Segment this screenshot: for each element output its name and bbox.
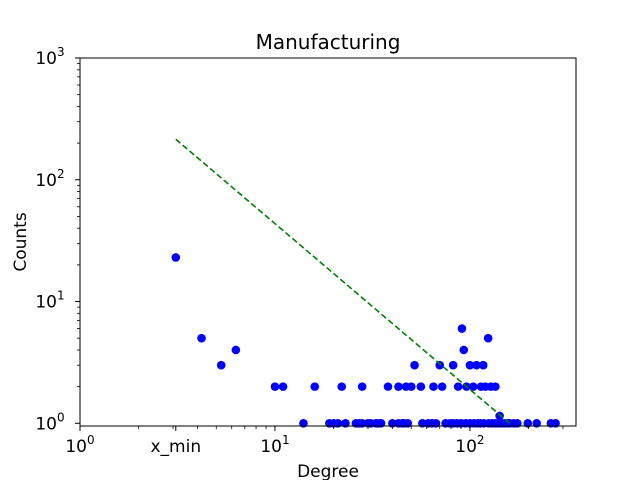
data-point	[459, 345, 469, 355]
y-tick-label: 100	[35, 410, 64, 434]
data-point	[171, 253, 181, 262]
data-point	[357, 382, 367, 391]
data-point	[270, 382, 280, 391]
data-point	[376, 418, 386, 428]
y-tick-label: 102	[35, 167, 64, 191]
data-point	[491, 382, 500, 391]
data-point	[403, 418, 413, 428]
data-point	[495, 411, 504, 421]
data-point	[435, 360, 445, 370]
chart-title: Manufacturing	[256, 30, 401, 54]
data-point	[472, 360, 481, 370]
data-point	[457, 324, 467, 333]
y-axis-label: Counts	[11, 212, 31, 271]
x-tick-label: 100	[65, 433, 94, 457]
data-point	[551, 418, 560, 428]
fit-line	[175, 138, 511, 424]
data-point	[483, 333, 493, 343]
data-point	[453, 382, 463, 391]
data-point	[383, 382, 393, 391]
x-axis-label: Degree	[297, 462, 359, 480]
data-point	[468, 382, 478, 391]
data-point	[231, 345, 241, 355]
data-point	[310, 382, 320, 391]
data-point	[532, 418, 541, 428]
data-point	[299, 418, 308, 428]
x-min-tick-label: x_min	[150, 437, 201, 457]
y-tick-label: 101	[35, 289, 64, 313]
y-tick-label: 103	[35, 45, 64, 69]
data-point	[406, 382, 416, 391]
plot-frame	[79, 57, 577, 427]
data-point	[448, 360, 458, 370]
data-point	[394, 382, 403, 391]
plot-area	[171, 138, 560, 428]
data-point	[337, 382, 347, 391]
x-tick-label: 102	[455, 433, 484, 457]
data-point	[341, 418, 350, 428]
data-point	[333, 418, 343, 428]
data-point	[431, 418, 441, 428]
data-point	[216, 360, 226, 370]
data-point	[197, 333, 206, 343]
axes: 100 101 102 x_min 100 101 102 103	[35, 45, 564, 457]
data-point	[513, 418, 522, 428]
data-point	[478, 360, 488, 370]
x-tick-label: 101	[260, 433, 289, 457]
data-point	[416, 382, 426, 391]
data-point	[465, 360, 475, 370]
data-point	[410, 360, 419, 370]
data-point	[523, 418, 533, 428]
data-point	[278, 382, 288, 391]
data-point	[437, 382, 447, 391]
data-point	[429, 382, 438, 391]
data-point	[388, 418, 397, 428]
